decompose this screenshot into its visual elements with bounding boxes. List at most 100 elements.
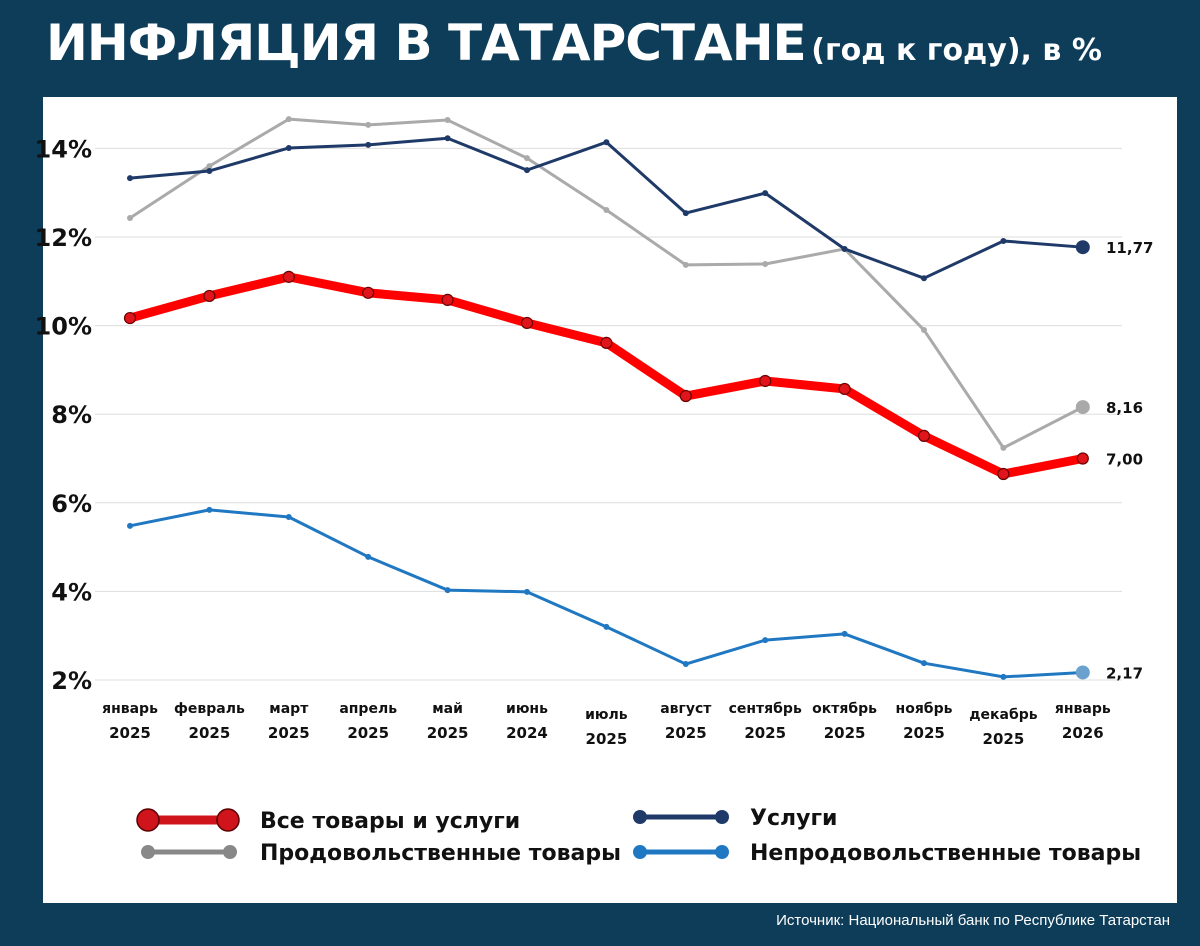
x-tick-year: 2026 xyxy=(1062,724,1104,742)
x-tick-month: март xyxy=(269,701,309,717)
end-value-label: 7,00 xyxy=(1106,451,1143,469)
data-point xyxy=(603,139,610,146)
data-point xyxy=(206,167,213,174)
legend-marker xyxy=(216,808,240,832)
data-point xyxy=(682,661,689,668)
data-point xyxy=(1000,673,1007,680)
legend-marker xyxy=(715,845,729,859)
legend-label: Непродовольственные товары xyxy=(750,841,1141,866)
data-point xyxy=(1000,237,1007,244)
x-tick-year: 2025 xyxy=(824,724,866,742)
data-point xyxy=(524,167,530,174)
data-point xyxy=(921,275,927,282)
data-point xyxy=(1075,665,1090,680)
data-point xyxy=(206,506,213,513)
y-tick-label: 14% xyxy=(35,135,92,163)
data-point xyxy=(441,293,454,307)
data-point xyxy=(1076,452,1089,465)
data-point xyxy=(282,270,295,283)
data-point xyxy=(762,261,769,268)
data-point xyxy=(203,289,216,303)
end-value-label: 2,17 xyxy=(1106,664,1143,682)
data-point xyxy=(123,311,137,325)
y-tick-label: 2% xyxy=(51,667,92,695)
data-point xyxy=(603,206,610,213)
x-tick-month: ноябрь xyxy=(896,701,953,717)
x-tick-month: декабрь xyxy=(969,707,1038,723)
y-tick-label: 8% xyxy=(51,401,92,429)
legend-marker xyxy=(223,845,237,859)
x-tick-year: 2025 xyxy=(109,724,151,742)
data-point xyxy=(682,261,689,268)
data-point xyxy=(679,389,692,403)
x-tick-year: 2025 xyxy=(903,724,945,742)
x-tick-month: июль xyxy=(585,707,628,723)
data-point xyxy=(841,630,848,637)
data-point xyxy=(365,121,372,128)
legend-marker xyxy=(633,810,647,824)
data-point xyxy=(365,141,372,148)
x-tick-year: 2025 xyxy=(189,724,231,742)
x-tick-month: август xyxy=(660,701,712,717)
data-point xyxy=(841,245,848,252)
x-tick-month: октябрь xyxy=(812,701,877,717)
data-point xyxy=(921,660,927,667)
data-point xyxy=(444,587,451,594)
legend-label: Продовольственные товары xyxy=(260,841,621,866)
data-point xyxy=(362,286,375,299)
data-point xyxy=(1000,444,1007,451)
x-tick-year: 2025 xyxy=(983,730,1025,748)
title-suffix: (год к году), в % xyxy=(811,33,1102,68)
legend-label: Услуги xyxy=(750,806,837,831)
legend-marker xyxy=(715,810,729,824)
data-point xyxy=(762,190,769,197)
x-tick-month: январь xyxy=(102,701,158,717)
data-point xyxy=(127,175,133,182)
x-tick-month: апрель xyxy=(339,701,397,717)
x-tick-year: 2025 xyxy=(665,724,707,742)
x-tick-year: 2025 xyxy=(427,724,469,742)
legend-marker xyxy=(633,845,647,859)
x-tick-month: май xyxy=(432,701,463,717)
chart-panel xyxy=(43,97,1177,903)
data-point xyxy=(838,382,851,396)
data-point xyxy=(600,336,613,349)
x-tick-year: 2025 xyxy=(268,724,310,742)
end-value-label: 11,77 xyxy=(1106,239,1153,257)
data-point xyxy=(524,588,530,595)
legend-marker xyxy=(136,808,160,832)
data-point xyxy=(365,553,372,560)
data-point xyxy=(524,155,530,162)
x-tick-year: 2025 xyxy=(586,730,628,748)
data-point xyxy=(285,116,292,123)
data-point xyxy=(917,429,931,443)
data-point xyxy=(759,374,772,388)
end-value-label: 8,16 xyxy=(1106,399,1143,417)
data-point xyxy=(520,316,534,330)
data-point xyxy=(1075,400,1090,415)
y-tick-label: 4% xyxy=(51,578,92,606)
data-point xyxy=(127,522,133,529)
data-point xyxy=(127,214,133,221)
data-point xyxy=(762,637,769,644)
x-tick-year: 2025 xyxy=(744,724,786,742)
data-point xyxy=(206,163,213,170)
data-point xyxy=(285,513,292,520)
data-point xyxy=(1075,240,1090,255)
x-tick-month: январь xyxy=(1055,701,1111,717)
x-tick-year: 2024 xyxy=(506,724,548,742)
x-tick-month: сентябрь xyxy=(729,701,802,717)
data-point xyxy=(603,623,610,630)
data-point xyxy=(997,467,1010,481)
x-tick-year: 2025 xyxy=(347,724,389,742)
data-point xyxy=(444,135,451,142)
legend-marker xyxy=(141,845,155,859)
source-note: Источник: Национальный банк по Республик… xyxy=(776,912,1170,929)
y-tick-label: 10% xyxy=(35,313,92,341)
y-tick-label: 6% xyxy=(51,490,92,518)
x-tick-month: июнь xyxy=(506,701,548,717)
data-point xyxy=(921,327,927,334)
series-line-2 xyxy=(128,272,1084,479)
data-point xyxy=(444,117,451,124)
